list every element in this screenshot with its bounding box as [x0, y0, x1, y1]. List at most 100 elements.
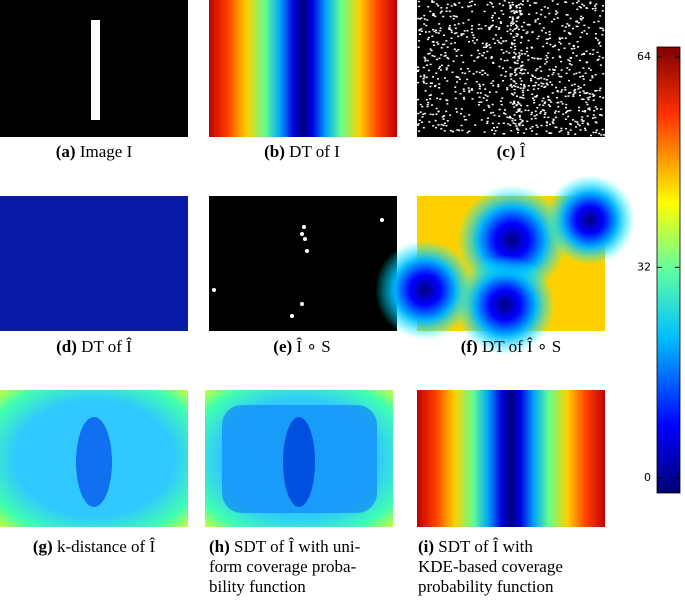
noise-dot: [553, 18, 556, 20]
noise-dot: [566, 67, 569, 69]
noise-dot: [502, 122, 505, 124]
noise-dot: [478, 96, 481, 99]
noise-dot: [506, 59, 509, 62]
noise-dot: [572, 27, 575, 30]
noise-dot: [535, 12, 538, 14]
noise-dot: [429, 98, 432, 100]
noise-dot: [482, 97, 485, 99]
noise-dot: [580, 118, 583, 121]
noise-dot: [468, 70, 471, 73]
noise-dot: [573, 47, 576, 50]
noise-dot: [522, 91, 525, 94]
noise-dot: [585, 92, 588, 95]
noise-dot: [534, 110, 537, 113]
noise-dot: [551, 92, 554, 94]
noise-dot: [548, 132, 551, 134]
noise-dot: [497, 85, 500, 88]
noise-dot: [514, 69, 517, 72]
noise-dot: [504, 75, 507, 78]
noise-dot: [445, 124, 448, 127]
noise-dot: [446, 56, 449, 59]
noise-dot: [477, 56, 480, 58]
noise-dot: [527, 39, 530, 42]
noise-dot: [490, 129, 493, 131]
noise-dot: [475, 81, 478, 83]
noise-dot: [456, 81, 459, 83]
noise-dot: [545, 42, 548, 44]
noise-dot: [546, 84, 549, 86]
noise-dot: [572, 45, 575, 47]
noise-dot: [526, 89, 529, 92]
noise-dot: [417, 17, 420, 20]
noise-dot: [503, 0, 506, 2]
noise-dot: [482, 69, 485, 72]
image-d: [0, 196, 188, 331]
noise-dot: [417, 123, 420, 125]
noise-dot: [446, 80, 449, 82]
noise-dot: [550, 132, 553, 134]
noise-dot: [500, 22, 503, 24]
colorbar-tick-label: 0: [644, 471, 651, 484]
noise-dot: [461, 129, 464, 132]
noise-dot: [478, 71, 481, 74]
noise-dot: [424, 90, 427, 92]
noise-dot: [510, 10, 513, 13]
noise-dot: [427, 53, 430, 55]
noise-dot: [519, 96, 522, 99]
noise-dot: [526, 72, 529, 74]
noise-dot: [423, 18, 426, 20]
noise-dot: [593, 5, 596, 7]
noise-dot: [506, 87, 509, 89]
noise-dot: [498, 65, 501, 68]
noise-dot: [514, 123, 517, 125]
noise-dot: [512, 122, 515, 124]
noise-dot: [442, 118, 445, 120]
noise-dot: [514, 45, 517, 48]
noise-dot: [518, 7, 521, 9]
noise-dot: [436, 58, 439, 61]
noise-dot: [448, 26, 451, 29]
noise-dot: [536, 106, 539, 109]
noise-dot: [511, 1, 514, 4]
noise-dot: [557, 105, 560, 108]
noise-dot: [564, 86, 567, 89]
noise-dot: [533, 57, 536, 60]
noise-dot: [432, 76, 435, 78]
noise-dot: [423, 56, 426, 59]
noise-dot: [470, 88, 473, 90]
noise-dot: [434, 119, 437, 122]
noise-dot: [486, 120, 489, 123]
noise-dot: [564, 26, 567, 28]
caption: (e) Î ∘ S: [273, 337, 330, 356]
noise-dot: [560, 127, 563, 130]
caption-label: (c): [497, 142, 516, 161]
noise-dot: [511, 23, 514, 25]
noise-dot: [460, 108, 463, 110]
noise-dot: [495, 91, 498, 93]
noise-dot: [433, 14, 436, 17]
noise-dot: [490, 82, 493, 85]
noise-dot: [510, 24, 513, 27]
noise-dot: [542, 83, 545, 85]
noise-dot: [597, 58, 600, 61]
noise-dot: [512, 3, 515, 6]
noise-dot: [533, 115, 536, 117]
noise-dot: [545, 124, 548, 127]
noise-dot: [536, 67, 539, 70]
noise-dot: [481, 54, 484, 57]
noise-dot: [564, 89, 567, 91]
noise-dot: [516, 131, 519, 134]
noise-dot: [566, 14, 569, 16]
noise-dot: [520, 65, 523, 68]
noise-dot: [470, 54, 473, 57]
noise-dot: [601, 10, 604, 12]
noise-dot: [452, 15, 455, 17]
noise-dot: [567, 59, 570, 61]
noise-dot: [549, 43, 552, 46]
noise-dot: [521, 120, 524, 123]
noise-dot: [491, 19, 494, 22]
noise-dot: [601, 128, 604, 131]
noise-dot: [528, 4, 531, 7]
noise-dot: [509, 5, 512, 7]
noise-dot: [545, 61, 548, 63]
